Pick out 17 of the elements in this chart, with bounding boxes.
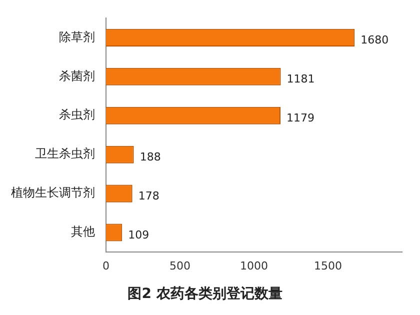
x-tick-label: 1500 [314, 259, 342, 272]
data-label: 1680 [360, 34, 389, 47]
data-label: 178 [138, 189, 160, 202]
data-label: 1179 [286, 111, 314, 124]
data-label: 1181 [286, 72, 315, 86]
y-tick-label: 除草剂 [59, 30, 95, 44]
x-tick-label: 1000 [240, 259, 268, 272]
x-tick-label: 500 [170, 259, 190, 272]
x-tick-label: 0 [102, 259, 110, 272]
data-label: 109 [128, 228, 150, 242]
y-tick-label: 卫生杀虫剂 [35, 146, 95, 161]
y-tick-label: 植物生长调节剂 [11, 186, 95, 200]
y-tick-label: 其他 [71, 224, 95, 239]
text: 图2 农药各类别登记数量 [128, 286, 282, 302]
data-label: 188 [140, 150, 161, 164]
y-tick-label: 杀虫剂 [59, 108, 95, 122]
y-tick-label: 杀菌剂 [59, 68, 95, 83]
